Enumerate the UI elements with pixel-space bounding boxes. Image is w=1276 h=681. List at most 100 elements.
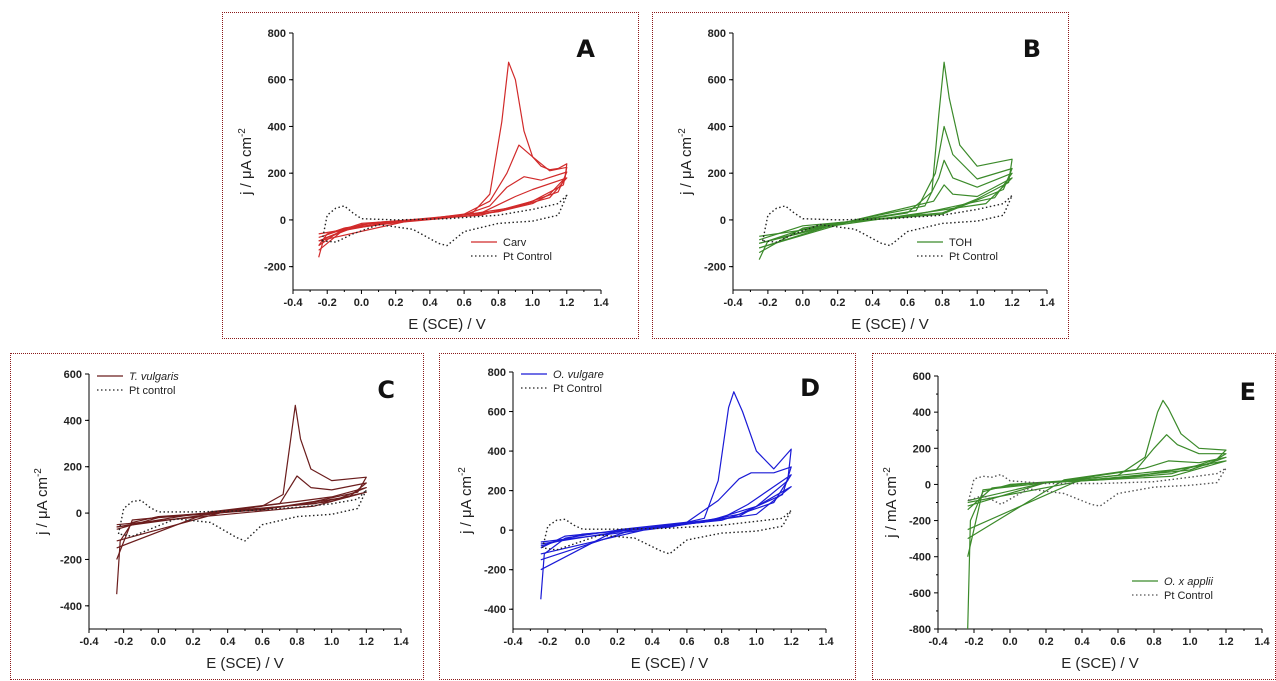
x-tick-label: 0.0 [354,297,369,309]
y-tick-label: 200 [488,486,506,498]
x-tick-label: 0.8 [289,636,304,648]
x-tick-label: -0.2 [114,636,133,648]
y-tick-label: -200 [60,554,82,566]
panel-letter: A [576,35,595,63]
legend-label: Carv [503,237,527,249]
x-axis-label: E (SCE) / V [851,316,929,333]
series-line [759,159,1013,249]
series-line [318,177,568,242]
panel-letter: C [377,376,395,404]
x-tick-label: 1.2 [1218,636,1233,648]
x-tick-label: 0.4 [220,636,236,648]
x-tick-label: 0.2 [185,636,200,648]
x-tick-label: 0.6 [900,297,915,309]
y-tick-label: 400 [488,446,506,458]
x-tick-label: 1.4 [818,636,834,648]
y-axis-label-superscript: -2 [33,468,44,477]
y-tick-label: 0 [500,525,506,537]
legend-label: T. vulgaris [129,371,179,383]
series-line [321,194,568,247]
series-line [967,456,1227,540]
legend-label: TOH [949,237,972,249]
y-tick-label: 600 [913,371,931,383]
y-axis-label-superscript: -2 [882,467,893,476]
series-line [116,487,367,549]
y-tick-label: 800 [488,367,506,379]
chart-D: -0.4 -0.2 0.0 0.2 0.4 0.6 0.8 1.0 1.2 1.4 -400 -200… [457,367,835,672]
y-tick-label: -800 [909,624,931,636]
x-tick-label: 1.4 [1039,297,1055,309]
series-line [318,144,568,251]
x-tick-label: 1.0 [525,297,540,309]
y-axis-label: j / μA cm-2 [33,468,51,536]
y-tick-label: 400 [64,415,82,427]
y-axis-label-superscript: -2 [237,128,248,137]
x-tick-label: 0.6 [679,636,694,648]
x-tick-label: -0.4 [504,636,524,648]
y-tick-label: -600 [909,588,931,600]
x-tick-label: 0.6 [456,297,471,309]
panel-letter: E [1240,378,1256,406]
y-tick-label: 400 [268,121,286,133]
x-axis-label: E (SCE) / V [408,316,486,333]
panel-letter: B [1023,35,1041,63]
chart-A: -0.4 -0.2 0.0 0.2 0.4 0.6 0.8 1.0 1.2 1.4 -200 0 200… [237,28,610,333]
x-tick-label: -0.4 [929,636,949,648]
y-axis-label: j / μA cm-2 [457,467,475,535]
y-tick-label: 0 [720,215,726,227]
series-line [759,177,1013,244]
series-line [318,171,568,247]
panel-A: -0.4 -0.2 0.0 0.2 0.4 0.6 0.8 1.0 1.2 1.4 -200 0 200… [222,12,639,339]
series-line [541,509,792,555]
x-tick-label: 1.4 [593,297,609,309]
x-tick-label: -0.2 [318,297,337,309]
y-tick-label: -200 [909,516,931,528]
y-axis-label: j / μA cm-2 [677,128,695,196]
x-tick-label: 0.6 [255,636,270,648]
y-tick-label: -400 [60,601,82,613]
y-axis-label: j / mA cm-2 [882,467,900,539]
x-tick-label: 0.4 [422,297,438,309]
x-tick-label: 0.4 [644,636,660,648]
x-tick-label: 0.4 [865,297,881,309]
legend-label: Pt Control [949,251,998,263]
x-tick-label: -0.2 [965,636,984,648]
x-tick-label: 1.0 [324,636,339,648]
y-tick-label: 600 [488,407,506,419]
x-tick-label: 1.0 [749,636,764,648]
series-line [117,489,367,542]
legend-label: O. x applii [1164,576,1213,588]
y-tick-label: 400 [913,407,931,419]
y-tick-label: 200 [268,168,286,180]
series-line [967,434,1227,557]
y-tick-label: 600 [64,369,82,381]
x-tick-label: -0.4 [284,297,304,309]
x-tick-label: 0.2 [610,636,625,648]
x-tick-label: 1.4 [1254,636,1270,648]
y-axis-label-superscript: -2 [457,467,468,476]
y-tick-label: 800 [268,28,286,40]
y-tick-label: -200 [704,262,726,274]
y-tick-label: -400 [484,604,506,616]
x-axis-label: E (SCE) / V [1061,655,1139,672]
y-tick-label: 600 [268,75,286,87]
x-tick-label: 0.8 [935,297,950,309]
x-tick-label: 0.8 [491,297,506,309]
x-tick-label: -0.2 [538,636,557,648]
chart-C: -0.4 -0.2 0.0 0.2 0.4 0.6 0.8 1.0 1.2 1.4 -400 -200… [33,369,410,672]
chart-E: -0.4 -0.2 0.0 0.2 0.4 0.6 0.8 1.0 1.2 1.4 -800 -600… [882,371,1271,672]
x-tick-label: 0.0 [795,297,810,309]
x-tick-label: 0.0 [1002,636,1017,648]
chart-B: -0.4 -0.2 0.0 0.2 0.4 0.6 0.8 1.0 1.2 1.4 -200 0 200… [677,28,1056,333]
x-axis-label: E (SCE) / V [206,655,284,672]
y-tick-label: 200 [708,168,726,180]
series-line [762,194,1013,247]
series-line [540,391,792,600]
x-tick-label: -0.4 [80,636,100,648]
series-line [967,460,1227,531]
x-tick-label: 1.2 [784,636,799,648]
y-tick-label: 0 [925,479,931,491]
x-tick-label: 1.4 [393,636,409,648]
panel-B: -0.4 -0.2 0.0 0.2 0.4 0.6 0.8 1.0 1.2 1.4 -200 0 200… [652,12,1069,339]
series-line [758,61,1013,260]
